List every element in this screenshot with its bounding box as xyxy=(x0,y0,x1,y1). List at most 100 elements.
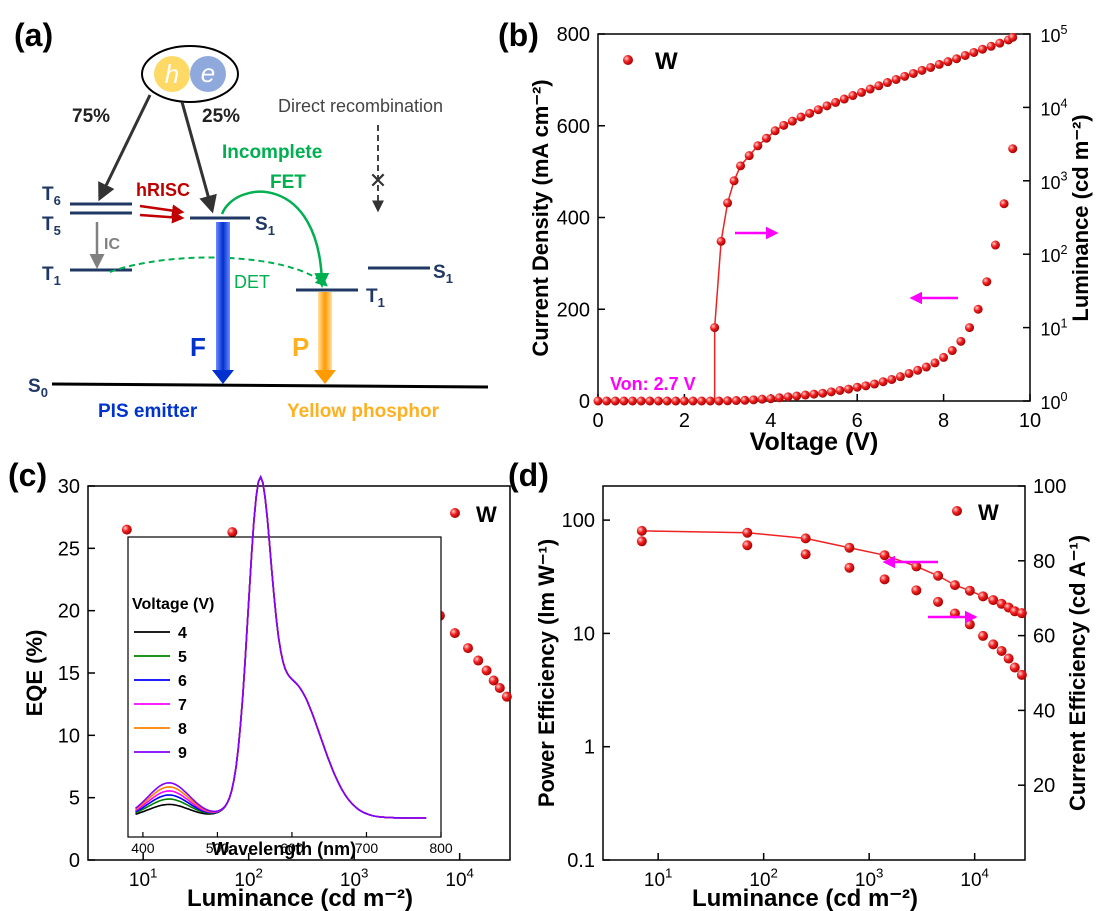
plot-b-xtick-label: 2 xyxy=(679,410,690,432)
plot-b-current-point xyxy=(714,396,724,406)
panel-label-b: (b) xyxy=(498,17,539,53)
plot-d-ytick-label: 10 xyxy=(573,623,595,645)
plot-b-luminance-point xyxy=(716,236,726,246)
plot-d-rtick-label: 40 xyxy=(1033,700,1055,722)
plot-d-xtick-label: 101 xyxy=(644,865,673,891)
plot-b-ytick-label: 0 xyxy=(579,391,590,413)
plot-d-frame xyxy=(602,485,1026,861)
label-T1-right: T1 xyxy=(366,286,385,310)
plot-d-pe-point xyxy=(800,549,811,560)
plot-b-luminance-point xyxy=(986,41,996,51)
plot-d-ce-point xyxy=(988,595,999,606)
plot-b-current-point xyxy=(904,368,914,378)
label-p: P xyxy=(292,332,309,362)
plot-b-current-point xyxy=(593,396,603,406)
plot-b-luminance-point xyxy=(761,133,771,143)
plot-b-ytick-label: 200 xyxy=(557,299,590,321)
p-arrowhead xyxy=(314,370,336,384)
plot-c-eqe-point xyxy=(227,527,238,538)
hole-circle xyxy=(154,56,190,92)
plot-b-luminance-point xyxy=(900,71,910,81)
plot-d-pe-point xyxy=(996,645,1007,656)
plot-c-legend-marker xyxy=(450,508,460,518)
inset-legend-label: 4 xyxy=(178,625,187,642)
pct-75: 75% xyxy=(72,106,110,127)
label-T1-left: T1 xyxy=(42,264,61,288)
plot-d-ytick-label: 1 xyxy=(584,737,595,759)
plot-d-pe-point xyxy=(911,585,922,596)
plot-b-luminance-point xyxy=(1008,32,1018,42)
plot-b-xtick-label: 10 xyxy=(1019,410,1041,432)
plot-d-rtick-label: 20 xyxy=(1033,775,1055,797)
plot-d-pe-point xyxy=(978,630,989,641)
plot-b-current-point xyxy=(999,199,1009,209)
plot-b-current-point xyxy=(636,396,646,406)
plot-b-luminance-point xyxy=(908,68,918,78)
plot-c-xtick-label: 104 xyxy=(445,865,474,891)
plot-b-current-point xyxy=(965,323,975,333)
inset-xtick-label: 700 xyxy=(355,840,379,856)
plot-b-current-point xyxy=(774,393,784,403)
panel-c: (c) 0 5 10 15 20 25 30 101 102 103 104 Luminance (… xyxy=(8,457,512,911)
plot-d-ce-point xyxy=(742,527,753,538)
plot-b-luminance-point xyxy=(736,161,746,171)
plot-b-current-point xyxy=(1008,144,1018,154)
plot-b-current-point xyxy=(852,382,862,392)
plot-b-current-point xyxy=(662,396,672,406)
plot-b-current-point xyxy=(723,396,733,406)
panel-d: (d) 0.1 1 10 100 20 40 60 80 100 101 102 103 104 Lum… xyxy=(508,457,1090,911)
plot-b-rtick-label: 103 xyxy=(1040,170,1067,193)
plot-b-current-point xyxy=(610,396,620,406)
plot-b-luminance-point xyxy=(831,97,841,107)
plot-b-current-point xyxy=(835,385,845,395)
electron-label: e xyxy=(201,58,215,88)
label-T6: T6 xyxy=(42,184,61,208)
plot-c-ytick-label: 0 xyxy=(69,850,80,872)
plot-c-eqe-point xyxy=(488,675,499,686)
inset-legend-label: 9 xyxy=(178,745,187,762)
plot-c-ylabel: EQE (%) xyxy=(22,630,47,717)
plot-b-rtick-label: 102 xyxy=(1040,243,1067,266)
plot-d-marks xyxy=(636,525,1027,680)
label-S1-right: S1 xyxy=(433,262,453,286)
plot-d-rtick-label: 80 xyxy=(1033,551,1055,573)
plot-b-luminance-point xyxy=(723,198,733,208)
plot-c-eqe-point xyxy=(481,665,492,676)
plot-b-luminance-point xyxy=(882,78,892,88)
plot-c-eqe-point xyxy=(494,682,505,693)
plot-b-current-point xyxy=(653,396,663,406)
label-S1-left: S1 xyxy=(255,214,275,238)
plot-c-xlabel: Luminance (cd m⁻²) xyxy=(187,885,413,911)
inset-xlabel: Wavelength (nm) xyxy=(212,839,356,859)
plot-c-xtick-label: 102 xyxy=(234,865,263,891)
direct-recombination: Direct recombination xyxy=(278,96,443,116)
plot-b-current-point xyxy=(887,374,897,384)
label-ic: IC xyxy=(104,236,120,253)
inset-legend-label: 5 xyxy=(178,649,187,666)
plot-d-ce-line xyxy=(641,530,1023,614)
plot-d-ce-point xyxy=(844,542,855,553)
panel-a: (a) h e 75% 25% Direct recombination ✕ T… xyxy=(14,17,489,422)
hrisc-arrow-1 xyxy=(139,204,185,217)
label-f: F xyxy=(190,332,206,362)
plot-b-ylabel-left: Current Density (mA cm⁻²) xyxy=(528,79,553,356)
plot-c-eqe-point xyxy=(449,628,460,639)
plot-d-xlabel: Luminance (cd m⁻²) xyxy=(692,885,918,911)
plot-d-ytick-label: 100 xyxy=(562,510,595,532)
plot-d-legend-marker xyxy=(952,506,962,516)
plot-d-pe-point xyxy=(742,540,753,551)
panel-label-c: (c) xyxy=(8,457,47,493)
plot-b-current-point xyxy=(671,396,681,406)
plot-b-luminance-point xyxy=(822,101,832,111)
plot-b-luminance-point xyxy=(770,126,780,136)
plot-b-luminance-point xyxy=(934,59,944,69)
plot-b-current-point xyxy=(628,396,638,406)
arrow-75 xyxy=(98,94,152,202)
plot-b-current-point xyxy=(731,396,741,406)
plot-b-current-point xyxy=(973,304,983,314)
plot-d-pe-point xyxy=(1003,653,1014,664)
plot-d-ce-point xyxy=(1016,608,1027,619)
plot-b-luminance-point xyxy=(969,47,979,57)
